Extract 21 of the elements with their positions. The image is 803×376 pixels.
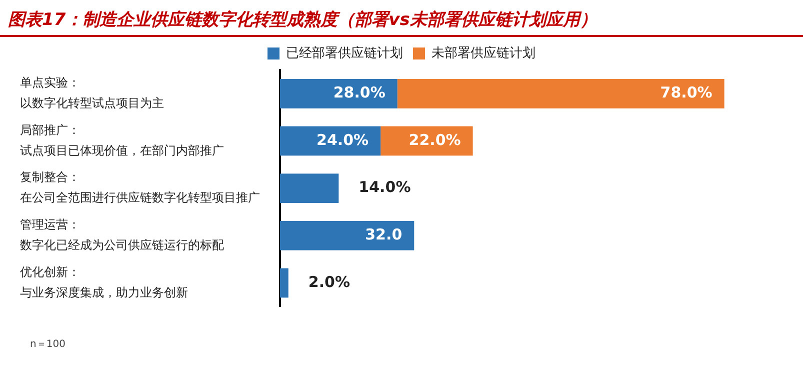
data-label: 22.0%: [408, 130, 461, 149]
bar: [280, 78, 398, 108]
y-tick-label: 局部推广：试点项目已体现价值，在部门内部推广: [20, 122, 224, 158]
y-tick-label: 优化创新：与业务深度集成，助力业务创新: [20, 264, 188, 300]
y-tick-label: 管理运营：数字化已经成为公司供应链运行的标配: [20, 218, 224, 252]
bar: [280, 268, 288, 298]
data-label: 32.0: [365, 226, 402, 244]
legend-label: 未部署供应链计划: [432, 44, 536, 61]
legend-label: 已经部署供应链计划: [286, 44, 403, 61]
y-tick-label: 复制整合：在公司全范围进行供应链数字化转型项目推广: [20, 170, 260, 205]
data-label: 78.0%: [660, 84, 712, 102]
bar: [280, 174, 339, 203]
text: n＝100: [30, 338, 66, 351]
bar: [280, 220, 414, 250]
data-label: 24.0%: [316, 130, 369, 149]
y-tick-label: 单点实验：以数字化转型试点项目为主: [20, 76, 164, 110]
bar: [397, 78, 724, 108]
chart-title: 图表17：制造企业供应链数字化转型成熟度（部署vs未部署供应链计划应用）: [0, 0, 803, 37]
data-label: 2.0%: [308, 272, 350, 291]
data-label: 28.0%: [333, 84, 386, 102]
data-label: 14.0%: [358, 178, 411, 196]
